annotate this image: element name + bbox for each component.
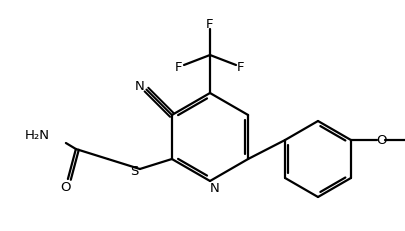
Text: S: S (129, 165, 138, 178)
Text: O: O (376, 134, 386, 147)
Text: O: O (60, 181, 71, 194)
Text: N: N (134, 80, 144, 93)
Text: N: N (210, 182, 220, 195)
Text: F: F (175, 61, 182, 74)
Text: F: F (237, 61, 244, 74)
Text: H₂N: H₂N (25, 129, 50, 142)
Text: F: F (206, 18, 213, 31)
